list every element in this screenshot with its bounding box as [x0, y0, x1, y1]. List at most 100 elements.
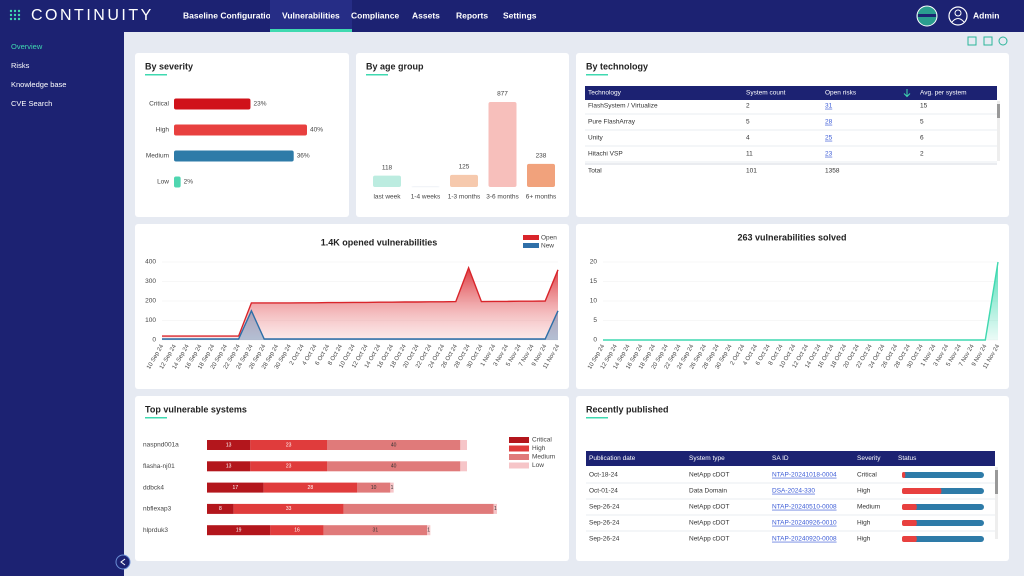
panel [356, 53, 569, 217]
category-label: 1-3 months [448, 194, 481, 201]
table-cell[interactable]: NTAP-20240926-0010 [772, 520, 837, 527]
bar-segment [493, 503, 497, 514]
table-cell: NetApp cDOT [689, 520, 729, 527]
calendar-icon[interactable] [967, 36, 977, 46]
status-track [902, 504, 984, 510]
sidebar [0, 32, 124, 576]
column-header[interactable]: Technology [588, 90, 622, 97]
bar [174, 150, 294, 162]
bar-segment [207, 440, 251, 450]
y-tick-label: 200 [145, 298, 156, 305]
sidebar-item[interactable]: Knowledge base [11, 80, 66, 89]
theme-toggle[interactable] [916, 5, 938, 27]
status-track [902, 472, 984, 478]
scrollbar [995, 467, 998, 539]
nav-item[interactable]: Baseline Configuration [183, 10, 276, 20]
category-label: Low [157, 179, 169, 186]
y-tick-label: 10 [590, 298, 598, 305]
category-label: last week [373, 194, 401, 201]
settings-icon[interactable] [998, 36, 1008, 46]
category-label: 3-6 months [486, 194, 519, 201]
legend-swatch [509, 437, 529, 443]
bar-segment [207, 461, 251, 472]
column-header[interactable]: Publication date [589, 455, 636, 462]
category-label: ddbck4 [143, 484, 164, 491]
category-label: flasha-nj01 [143, 463, 175, 470]
bar-segment [207, 525, 271, 536]
sidebar-item[interactable]: CVE Search [11, 99, 52, 108]
table-cell: Pure FlashArray [588, 119, 636, 126]
category-label: 6+ months [526, 194, 557, 201]
y-tick-label: 300 [145, 278, 156, 285]
bar [450, 174, 478, 187]
nav-item[interactable]: Settings [503, 10, 537, 20]
category-label: nbflexap3 [143, 506, 172, 513]
title-underline [586, 74, 608, 76]
legend-swatch [509, 454, 529, 460]
column-header[interactable]: Avg. per system [920, 90, 966, 97]
column-header[interactable]: Severity [857, 455, 881, 462]
value-label: 118 [382, 164, 393, 171]
table-cell[interactable]: 23 [825, 151, 833, 158]
column-header[interactable]: Open risks [825, 90, 857, 97]
value-label: 238 [536, 153, 547, 160]
table-cell[interactable]: 25 [825, 135, 833, 142]
column-header[interactable]: Status [898, 455, 917, 462]
column-header[interactable]: SA ID [772, 455, 789, 462]
column-header[interactable]: System count [746, 90, 786, 97]
status-track [902, 536, 984, 542]
value-label: 40 [391, 464, 397, 470]
table-cell[interactable]: NTAP-20240920-0008 [772, 536, 837, 543]
table-cell[interactable]: NTAP-20240510-0008 [772, 504, 837, 511]
nav-item[interactable]: Reports [456, 10, 488, 20]
scroll-thumb[interactable] [997, 104, 1000, 118]
collapse-button[interactable] [115, 554, 131, 570]
legend-label: New [541, 243, 554, 250]
table-cell: 2 [746, 103, 750, 110]
y-tick-label: 0 [593, 337, 597, 344]
panel-title: Recently published [586, 404, 669, 414]
bar-segment [327, 440, 461, 450]
scroll-thumb[interactable] [995, 470, 998, 494]
bar-segment [343, 503, 494, 514]
table-cell[interactable]: 28 [825, 119, 833, 126]
table-cell: Sep-26-24 [589, 536, 620, 543]
value-label: 877 [497, 91, 508, 98]
table-cell[interactable]: DSA-2024-330 [772, 488, 815, 495]
bar-segment [390, 482, 394, 493]
status-bar [902, 536, 917, 542]
scrollbar [997, 101, 1000, 161]
nav-active-bg [270, 0, 352, 32]
table-cell: Critical [857, 472, 877, 479]
legend-label: Open [541, 235, 557, 242]
nav-item[interactable]: Compliance [351, 10, 399, 20]
panel [576, 53, 1009, 217]
category-label: Medium [146, 153, 169, 160]
recent-table: Publication date System type SA ID Severity… [586, 451, 995, 543]
table-cell[interactable]: NTAP-20241018-0004 [772, 472, 837, 479]
table-cell: Data Domain [689, 488, 727, 495]
nav-item[interactable]: Assets [412, 10, 440, 20]
table-cell: Oct-01-24 [589, 488, 618, 495]
column-header[interactable]: System type [689, 455, 725, 462]
category-label: naspnd001a [143, 442, 179, 449]
user-icon[interactable] [948, 6, 968, 26]
user-name[interactable]: Admin [973, 10, 999, 20]
series-area [162, 267, 558, 340]
sidebar-item[interactable]: Risks [11, 61, 30, 70]
table-cell: High [857, 520, 871, 527]
value-label: 17 [233, 485, 239, 491]
y-tick-label: 15 [590, 278, 598, 285]
y-tick-label: 20 [590, 259, 598, 266]
sidebar-item[interactable]: Overview [11, 42, 43, 51]
title-underline [145, 74, 167, 76]
table-cell: Oct-18-24 [589, 472, 618, 479]
nav-item[interactable]: Vulnerabilities [282, 10, 340, 20]
save-icon[interactable] [983, 36, 993, 46]
table-cell[interactable]: 31 [825, 103, 833, 110]
bar-segment [460, 440, 467, 450]
table-cell: 5 [920, 119, 924, 126]
total-cell: 1358 [825, 168, 840, 175]
table-cell: NetApp cDOT [689, 472, 729, 479]
category-label: 1-4 weeks [411, 194, 441, 201]
